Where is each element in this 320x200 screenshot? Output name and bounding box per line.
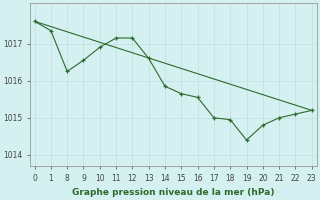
X-axis label: Graphe pression niveau de la mer (hPa): Graphe pression niveau de la mer (hPa) [72,188,275,197]
